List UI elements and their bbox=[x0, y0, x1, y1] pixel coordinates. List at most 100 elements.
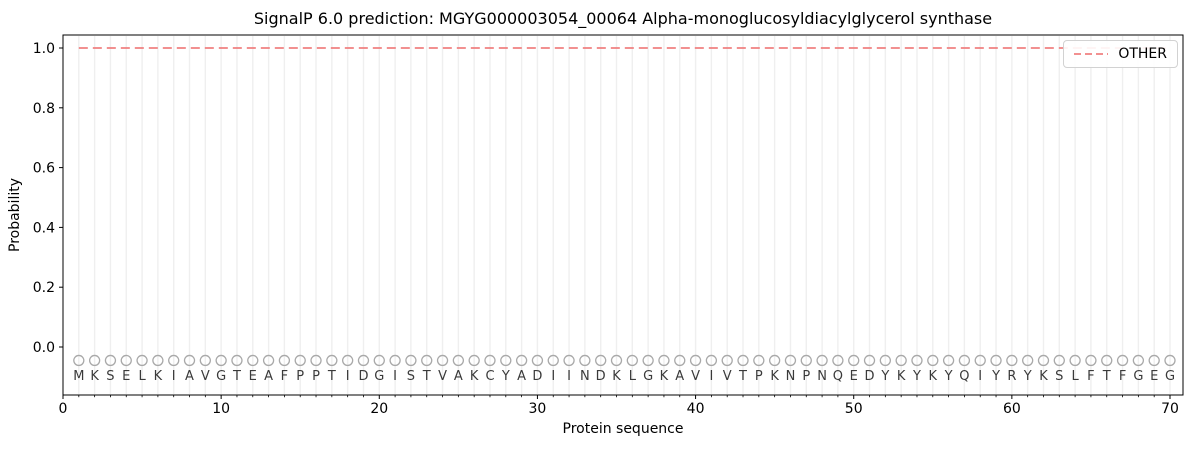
residue-marker bbox=[705, 354, 718, 367]
residue-letter: F bbox=[281, 369, 288, 384]
residue-letter: S bbox=[407, 369, 415, 384]
residue-letter: A bbox=[517, 369, 526, 384]
residue-marker bbox=[515, 354, 528, 367]
residue-marker bbox=[626, 354, 638, 367]
residue-marker bbox=[405, 354, 417, 367]
x-tick-label: 10 bbox=[212, 401, 230, 417]
residue-letter: V bbox=[691, 369, 700, 384]
residue-letter: D bbox=[358, 369, 368, 384]
residue-marker bbox=[1132, 354, 1145, 367]
residue-letter: E bbox=[1150, 369, 1158, 384]
y-tick-label: 0.6 bbox=[33, 161, 55, 177]
residue-marker bbox=[73, 354, 85, 367]
x-tick-label: 60 bbox=[1003, 401, 1021, 417]
residue-letter: T bbox=[232, 369, 241, 384]
x-tick-label: 0 bbox=[59, 401, 68, 417]
residue-letter: C bbox=[485, 369, 494, 384]
residue-marker bbox=[468, 354, 480, 367]
residue-letter: G bbox=[374, 369, 384, 384]
residue-letter: G bbox=[643, 369, 653, 384]
residue-marker bbox=[326, 354, 338, 367]
residue-marker bbox=[1085, 354, 1097, 367]
residue-marker bbox=[832, 354, 844, 367]
y-tick-label: 0.2 bbox=[33, 280, 55, 296]
residue-letter: D bbox=[596, 369, 606, 384]
residue-marker bbox=[152, 354, 164, 367]
residue-letter: F bbox=[1087, 369, 1094, 384]
residue-marker bbox=[689, 354, 702, 367]
residue-marker bbox=[579, 354, 591, 367]
residue-letter: K bbox=[612, 369, 621, 384]
residue-letter: A bbox=[264, 369, 273, 384]
legend: OTHER bbox=[1063, 40, 1178, 68]
residue-letter: E bbox=[850, 369, 858, 384]
residue-letter: V bbox=[201, 369, 210, 384]
plot-border bbox=[62, 34, 1184, 396]
residue-letter: V bbox=[438, 369, 447, 384]
residue-letter: A bbox=[454, 369, 463, 384]
residue-letter: I bbox=[172, 369, 176, 384]
residue-marker bbox=[1101, 354, 1113, 367]
y-tick-label: 0.0 bbox=[33, 340, 55, 356]
residue-marker bbox=[595, 354, 607, 367]
residue-letter: K bbox=[660, 369, 669, 384]
residue-letter: S bbox=[1055, 369, 1063, 384]
x-tick-label: 70 bbox=[1161, 401, 1179, 417]
residue-marker bbox=[1148, 354, 1160, 367]
residue-marker bbox=[342, 354, 354, 367]
residue-marker bbox=[1069, 354, 1081, 367]
residue-letter: E bbox=[122, 369, 130, 384]
residue-letter: V bbox=[723, 369, 732, 384]
residue-marker bbox=[484, 354, 496, 367]
y-axis-label: Probability bbox=[7, 177, 23, 253]
residue-marker bbox=[848, 354, 860, 367]
residue-letter: K bbox=[154, 369, 163, 384]
residue-marker bbox=[642, 354, 654, 367]
residue-letter: Y bbox=[912, 369, 921, 384]
residue-letter: M bbox=[73, 369, 84, 384]
residue-letter: Y bbox=[1023, 369, 1032, 384]
residue-marker bbox=[1164, 354, 1176, 367]
residue-letter: N bbox=[817, 369, 827, 384]
legend-label-other: OTHER bbox=[1118, 46, 1167, 62]
residue-letter: T bbox=[327, 369, 336, 384]
residue-marker bbox=[183, 354, 196, 367]
residue-marker bbox=[911, 354, 923, 367]
residue-marker bbox=[168, 354, 180, 367]
residue-marker bbox=[895, 354, 907, 367]
residue-marker bbox=[294, 354, 306, 367]
residue-marker bbox=[927, 354, 939, 367]
chart-title: SignalP 6.0 prediction: MGYG000003054_00… bbox=[253, 9, 993, 28]
residue-letter: R bbox=[1007, 369, 1016, 384]
residue-marker bbox=[357, 354, 370, 367]
residue-letter: Q bbox=[959, 369, 969, 384]
residue-marker bbox=[816, 354, 828, 367]
residue-letter: T bbox=[738, 369, 747, 384]
residue-letter: K bbox=[770, 369, 779, 384]
residue-letter: D bbox=[865, 369, 875, 384]
residue-marker bbox=[1006, 354, 1018, 367]
residue-letter: K bbox=[929, 369, 938, 384]
residue-marker bbox=[500, 354, 512, 367]
residue-letter: P bbox=[802, 369, 810, 384]
residue-letter: L bbox=[629, 369, 637, 384]
residue-letter: N bbox=[786, 369, 796, 384]
residue-letter: I bbox=[978, 369, 982, 384]
residue-letter: A bbox=[675, 369, 684, 384]
residue-marker bbox=[436, 354, 449, 367]
residue-marker bbox=[737, 354, 749, 367]
residue-letter: I bbox=[346, 369, 350, 384]
residue-letter: Y bbox=[944, 369, 953, 384]
residue-letter: T bbox=[1102, 369, 1111, 384]
residue-marker bbox=[658, 354, 670, 367]
residue-letter: I bbox=[709, 369, 713, 384]
residue-marker bbox=[1053, 354, 1065, 367]
residue-letter: L bbox=[138, 369, 146, 384]
residue-marker bbox=[1022, 354, 1034, 367]
residue-letter: I bbox=[551, 369, 555, 384]
residue-marker bbox=[610, 354, 623, 367]
y-tick-label: 0.8 bbox=[33, 101, 55, 117]
residue-marker bbox=[974, 354, 986, 367]
residue-marker bbox=[531, 354, 544, 367]
